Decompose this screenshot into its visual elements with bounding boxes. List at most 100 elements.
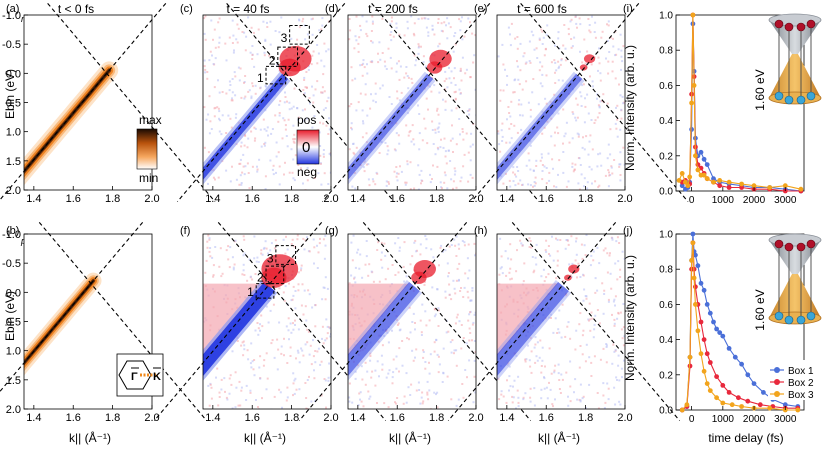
noise-pixel xyxy=(501,43,504,46)
noise-pixel xyxy=(273,356,276,359)
noise-pixel xyxy=(327,96,330,99)
noise-pixel xyxy=(606,102,609,105)
noise-pixel xyxy=(380,241,383,244)
noise-pixel xyxy=(206,77,209,80)
legend-entry-box1: Box 1 xyxy=(770,366,814,377)
data-point-box2 xyxy=(707,360,713,365)
noise-pixel xyxy=(602,347,605,350)
noise-pixel xyxy=(547,273,550,276)
x-tick-label: 1000 xyxy=(712,414,735,425)
noise-pixel xyxy=(259,86,262,89)
noise-pixel xyxy=(221,114,224,117)
noise-pixel xyxy=(281,406,283,409)
diff-map-g: 1.4 1.6 1.8 2.0 xyxy=(298,221,532,424)
noise-pixel xyxy=(527,101,530,104)
noise-pixel xyxy=(419,253,422,256)
noise-pixel xyxy=(401,364,404,367)
noise-pixel xyxy=(357,248,360,251)
noise-pixel xyxy=(361,136,364,139)
noise-pixel xyxy=(220,378,223,381)
noise-pixel xyxy=(399,65,402,68)
noise-pixel xyxy=(581,353,584,356)
noise-pixel xyxy=(291,238,294,241)
noise-pixel xyxy=(458,18,461,21)
noise-pixel xyxy=(321,325,324,328)
noise-pixel xyxy=(278,103,281,106)
noise-pixel xyxy=(524,62,527,65)
noise-pixel xyxy=(436,146,439,149)
noise-pixel xyxy=(516,65,519,68)
noise-pixel xyxy=(601,30,604,33)
ylabel-i: Norm. Intensity (arb. u.) xyxy=(623,45,637,171)
noise-pixel xyxy=(459,69,462,72)
noise-pixel xyxy=(422,400,425,403)
noise-pixel xyxy=(436,353,439,356)
data-point-box2 xyxy=(745,398,751,404)
noise-pixel xyxy=(607,24,610,27)
noise-pixel xyxy=(606,157,609,160)
noise-pixel xyxy=(466,257,469,260)
noise-pixel xyxy=(541,346,544,349)
noise-pixel xyxy=(575,22,578,25)
noise-pixel xyxy=(266,377,269,380)
noise-pixel xyxy=(326,287,329,290)
noise-pixel xyxy=(528,246,531,248)
data-point-box1 xyxy=(679,183,685,189)
noise-pixel xyxy=(514,37,517,40)
noise-pixel xyxy=(257,333,260,336)
noise-pixel xyxy=(300,264,303,267)
ylabel-b: Ebin (eV) xyxy=(3,291,17,341)
noise-pixel xyxy=(550,313,553,316)
noise-pixel xyxy=(312,94,315,97)
dirac-cone-guide xyxy=(520,2,689,203)
noise-pixel xyxy=(274,239,277,242)
noise-pixel xyxy=(417,164,420,167)
noise-pixel xyxy=(421,180,424,182)
noise-pixel xyxy=(553,371,556,374)
noise-pixel xyxy=(613,324,616,327)
noise-pixel xyxy=(445,77,448,80)
noise-pixel xyxy=(529,184,532,187)
noise-pixel xyxy=(591,317,594,320)
noise-pixel xyxy=(251,45,254,47)
noise-pixel xyxy=(328,362,331,365)
noise-pixel xyxy=(317,347,320,350)
lower-cone xyxy=(769,274,821,322)
noise-pixel xyxy=(566,239,569,242)
noise-pixel xyxy=(453,77,455,80)
noise-pixel xyxy=(398,78,401,81)
noise-pixel xyxy=(602,249,605,252)
noise-pixel xyxy=(228,392,231,395)
noise-pixel xyxy=(303,289,306,292)
noise-pixel xyxy=(599,152,602,155)
noise-pixel xyxy=(242,269,245,272)
noise-pixel xyxy=(558,47,561,50)
noise-pixel xyxy=(292,382,295,385)
noise-pixel xyxy=(605,343,608,345)
noise-pixel xyxy=(370,30,373,32)
noise-pixel xyxy=(348,148,351,151)
panel-label-e: (e) xyxy=(474,3,487,15)
noise-pixel xyxy=(265,388,268,391)
noise-pixel xyxy=(565,294,568,297)
noise-pixel xyxy=(422,351,425,353)
noise-pixel xyxy=(508,389,510,392)
data-point-box3 xyxy=(767,185,773,190)
noise-pixel xyxy=(305,86,308,89)
noise-pixel xyxy=(471,323,474,326)
noise-pixel xyxy=(323,286,326,289)
noise-pixel xyxy=(217,46,220,49)
noise-pixel xyxy=(622,344,625,347)
noise-pixel xyxy=(313,400,316,403)
noise-pixel xyxy=(381,17,384,20)
noise-pixel xyxy=(326,332,329,335)
noise-pixel xyxy=(348,282,351,285)
noise-pixel xyxy=(581,146,584,149)
noise-pixel xyxy=(456,267,459,270)
noise-pixel xyxy=(609,128,612,131)
noise-pixel xyxy=(612,45,615,48)
data-point-box2 xyxy=(698,319,704,325)
y-tick-label: 1.5 xyxy=(6,375,21,387)
noise-pixel xyxy=(623,359,625,362)
noise-pixel xyxy=(509,115,512,118)
